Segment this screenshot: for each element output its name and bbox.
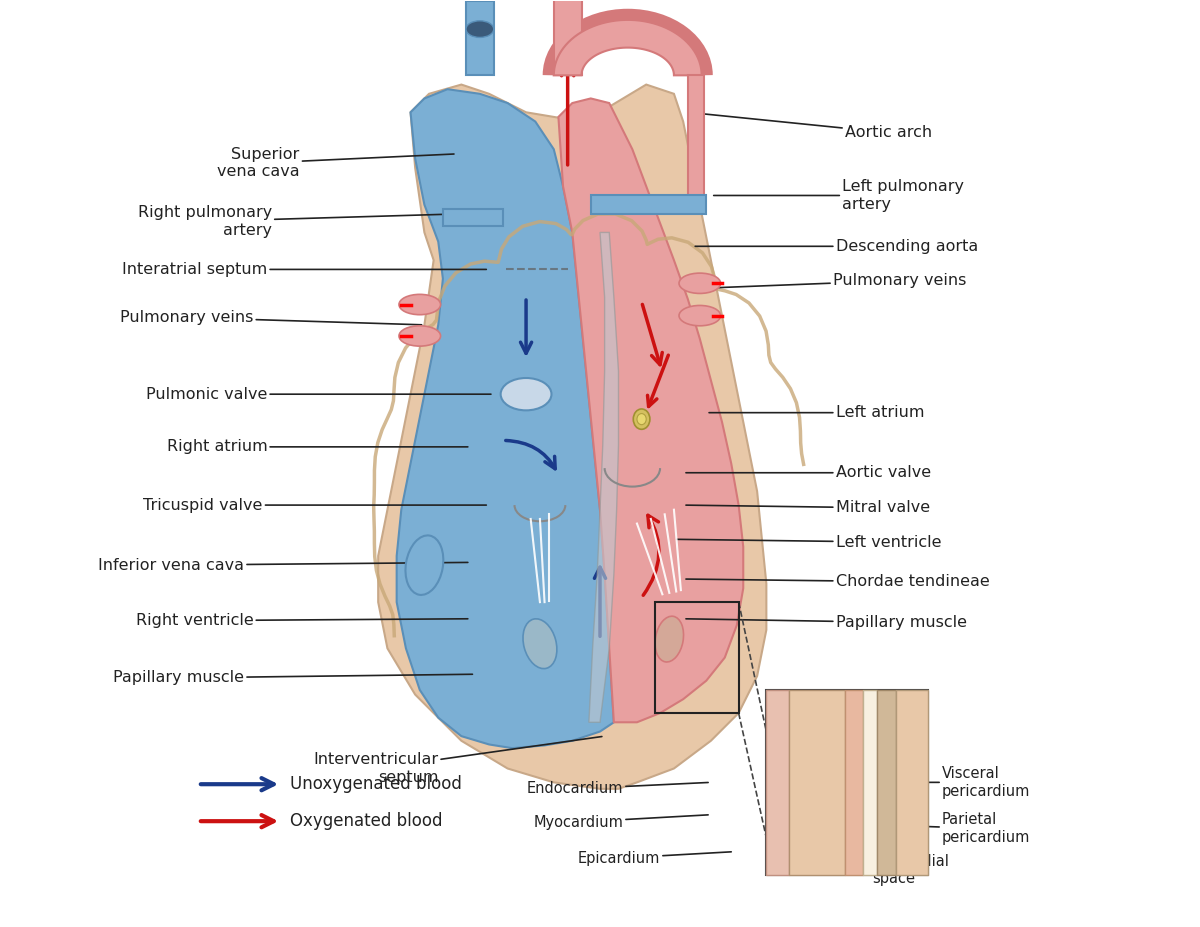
Text: Pulmonary veins: Pulmonary veins [714,273,966,288]
Text: Myocardium: Myocardium [533,815,708,830]
FancyBboxPatch shape [767,690,928,875]
Ellipse shape [679,306,721,325]
Polygon shape [589,233,618,722]
Text: Right pulmonary
artery: Right pulmonary artery [138,205,454,237]
Ellipse shape [679,273,721,294]
Ellipse shape [398,325,440,346]
Text: Oxygenated blood: Oxygenated blood [290,812,443,831]
Text: Left pulmonary
artery: Left pulmonary artery [714,179,964,211]
Polygon shape [397,89,614,748]
Text: Mitral valve: Mitral valve [686,501,930,515]
Text: Parietal
pericardium: Parietal pericardium [907,812,1031,844]
Polygon shape [558,98,743,722]
Text: Superior
vena cava: Superior vena cava [217,146,454,179]
Text: Left atrium: Left atrium [709,405,924,420]
Text: Visceral
pericardium: Visceral pericardium [907,766,1031,798]
Text: Tricuspid valve: Tricuspid valve [143,498,486,513]
Polygon shape [553,19,702,75]
Text: Left ventricle: Left ventricle [677,535,941,550]
Ellipse shape [655,616,684,662]
Text: Endocardium: Endocardium [527,781,708,796]
Polygon shape [688,75,703,205]
Ellipse shape [398,295,440,314]
Text: Pulmonary veins: Pulmonary veins [120,310,421,325]
Text: Papillary muscle: Papillary muscle [113,670,473,685]
Polygon shape [590,196,707,214]
Bar [895,690,928,875]
Polygon shape [553,0,582,75]
Bar [845,690,864,875]
Ellipse shape [466,20,493,37]
Polygon shape [443,210,503,226]
Bar [877,690,895,875]
Ellipse shape [500,378,552,411]
Text: Papillary muscle: Papillary muscle [686,615,967,630]
Text: Right ventricle: Right ventricle [136,613,468,629]
Bar [790,690,845,875]
Text: Chordae tendineae: Chordae tendineae [686,575,990,590]
Text: Aortic valve: Aortic valve [686,465,931,480]
Bar [767,690,790,875]
Text: Interatrial septum: Interatrial septum [122,262,486,277]
Text: Epicardium: Epicardium [577,851,731,866]
Text: Descending aorta: Descending aorta [695,239,978,254]
Ellipse shape [523,619,557,668]
Text: Unoxygenated blood: Unoxygenated blood [290,775,462,794]
Polygon shape [378,84,767,789]
Text: Pericardial
space: Pericardial space [862,854,949,886]
Bar [864,690,877,875]
Polygon shape [466,1,493,75]
Text: Right atrium: Right atrium [167,439,468,454]
Ellipse shape [406,536,443,595]
Ellipse shape [634,409,650,429]
Text: Inferior vena cava: Inferior vena cava [98,558,468,573]
Ellipse shape [637,413,647,425]
Text: Aortic arch: Aortic arch [690,112,932,140]
Text: Interventricular
septum: Interventricular septum [313,737,602,784]
Text: Pulmonic valve: Pulmonic valve [146,387,491,401]
